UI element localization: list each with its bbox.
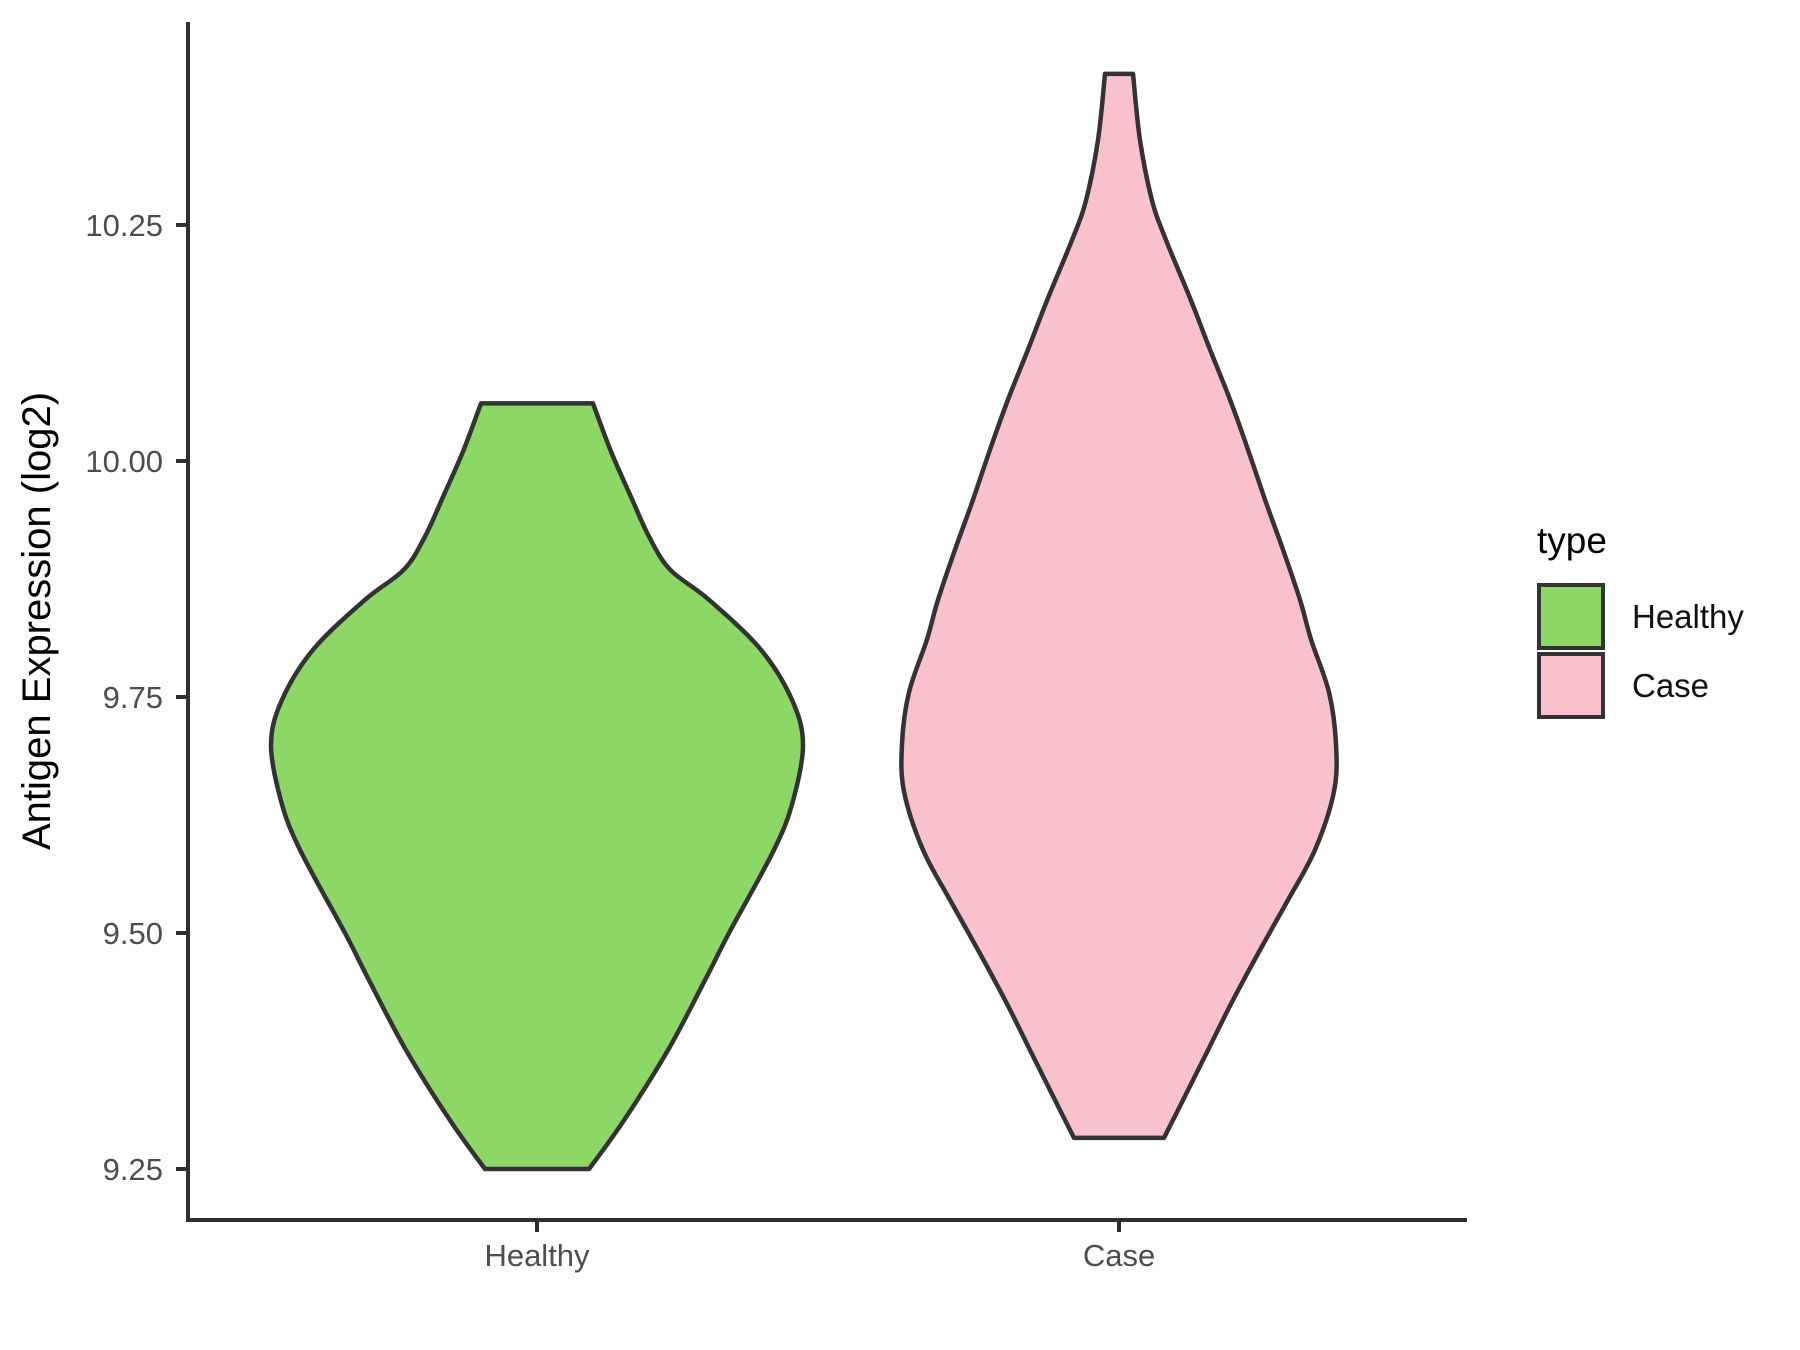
violin-case xyxy=(899,71,1339,1141)
legend-key-healthy-swatch xyxy=(1537,583,1605,650)
legend-item-case: Case xyxy=(1537,652,1744,719)
y-tick-label: 10.00 xyxy=(85,444,163,479)
legend-label-case: Case xyxy=(1632,666,1710,704)
y-tick-label: 9.50 xyxy=(103,916,163,951)
x-tick-label: Healthy xyxy=(484,1238,590,1273)
y-tick-label: 9.25 xyxy=(103,1152,163,1187)
x-tick-label: Case xyxy=(1083,1238,1155,1273)
legend-item-healthy: Healthy xyxy=(1537,583,1744,650)
violin-healthy xyxy=(268,401,806,1172)
y-tick-label: 10.25 xyxy=(85,208,163,243)
legend: type Healthy Case xyxy=(1537,519,1744,721)
legend-key-case-swatch xyxy=(1537,652,1605,719)
y-tick-label: 9.75 xyxy=(103,680,163,715)
legend-label-healthy: Healthy xyxy=(1632,597,1744,635)
axis-lines xyxy=(186,22,1467,1222)
legend-title: type xyxy=(1537,520,1607,561)
y-axis-title: Antigen Expression (log2) xyxy=(15,392,59,850)
